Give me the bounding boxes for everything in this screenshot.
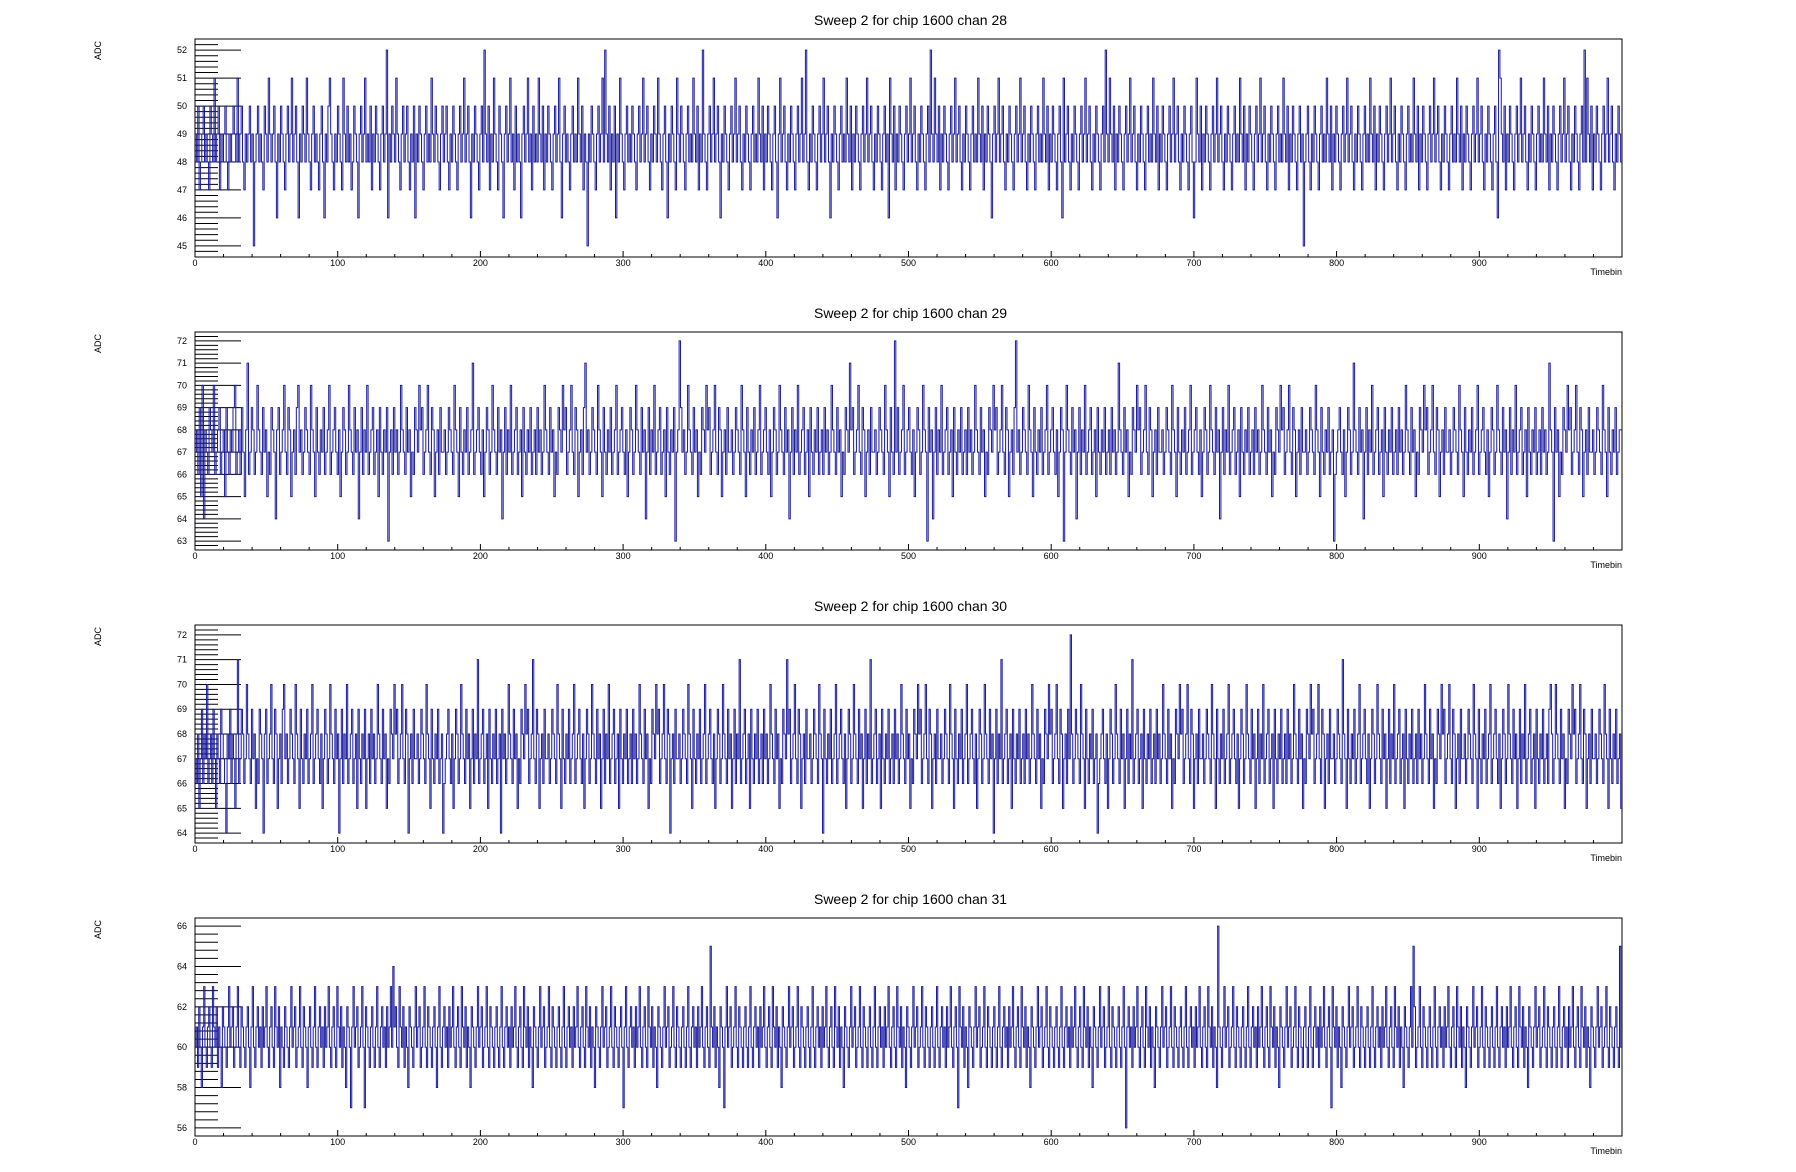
chart-title: Sweep 2 for chip 1600 chan 31 — [814, 891, 1007, 907]
chart-svg: Sweep 2 for chip 1600 chan 28 ADC Timebin 4… — [93, 12, 1623, 277]
y-tick-label: 72 — [177, 336, 187, 346]
x-tick-label: 700 — [1186, 551, 1201, 561]
y-tick-label: 49 — [177, 129, 187, 139]
x-tick-label: 200 — [473, 258, 488, 268]
x-tick-label: 400 — [758, 1137, 773, 1147]
x-tick-label: 300 — [616, 844, 631, 854]
x-tick-label: 100 — [330, 844, 345, 854]
y-tick-label: 52 — [177, 45, 187, 55]
x-tick-label: 200 — [473, 1137, 488, 1147]
x-tick-label: 400 — [758, 844, 773, 854]
y-tick-label: 70 — [177, 380, 187, 390]
y-tick-label: 71 — [177, 358, 187, 368]
y-tick-label: 58 — [177, 1083, 187, 1093]
y-tick-label: 46 — [177, 213, 187, 223]
x-tick-label: 700 — [1186, 1137, 1201, 1147]
y-tick-label: 64 — [177, 514, 187, 524]
series-line — [195, 634, 1622, 834]
x-tick-label: 900 — [1472, 1137, 1487, 1147]
x-tick-label: 800 — [1329, 258, 1344, 268]
series-line — [195, 925, 1622, 1129]
y-tick-label: 68 — [177, 729, 187, 739]
x-tick-label: 200 — [473, 844, 488, 854]
x-axis-label: Timebin — [1590, 560, 1622, 570]
y-axis-label: ADC — [93, 334, 103, 354]
y-tick-label: 70 — [177, 679, 187, 689]
y-axis-label: ADC — [93, 627, 103, 647]
x-tick-label: 100 — [330, 258, 345, 268]
x-tick-label: 500 — [901, 258, 916, 268]
y-tick-label: 50 — [177, 101, 187, 111]
chart-panel: Sweep 2 for chip 1600 chan 28 ADC Timebin 4… — [0, 0, 1796, 293]
y-tick-label: 67 — [177, 447, 187, 457]
chart-title: Sweep 2 for chip 1600 chan 29 — [814, 305, 1007, 321]
x-tick-label: 400 — [758, 258, 773, 268]
chart-panel: Sweep 2 for chip 1600 chan 29 ADC Timebin 6… — [0, 293, 1796, 586]
y-tick-label: 60 — [177, 1042, 187, 1052]
x-tick-label: 700 — [1186, 258, 1201, 268]
x-tick-label: 0 — [192, 1137, 197, 1147]
y-tick-label: 64 — [177, 961, 187, 971]
x-tick-label: 800 — [1329, 551, 1344, 561]
y-tick-label: 69 — [177, 704, 187, 714]
x-tick-label: 500 — [901, 844, 916, 854]
x-tick-label: 0 — [192, 258, 197, 268]
x-tick-label: 600 — [1044, 551, 1059, 561]
y-tick-label: 63 — [177, 536, 187, 546]
series-line — [195, 49, 1622, 247]
x-tick-label: 500 — [901, 1137, 916, 1147]
chart-title: Sweep 2 for chip 1600 chan 30 — [814, 598, 1007, 614]
x-tick-label: 200 — [473, 551, 488, 561]
x-tick-label: 700 — [1186, 844, 1201, 854]
y-tick-label: 71 — [177, 655, 187, 665]
x-tick-label: 900 — [1472, 551, 1487, 561]
x-tick-label: 800 — [1329, 844, 1344, 854]
x-tick-label: 100 — [330, 1137, 345, 1147]
x-tick-label: 800 — [1329, 1137, 1344, 1147]
x-tick-label: 0 — [192, 844, 197, 854]
y-tick-label: 66 — [177, 469, 187, 479]
y-tick-label: 62 — [177, 1002, 187, 1012]
x-tick-label: 300 — [616, 1137, 631, 1147]
y-tick-label: 66 — [177, 921, 187, 931]
chart-title: Sweep 2 for chip 1600 chan 28 — [814, 12, 1007, 28]
y-tick-label: 66 — [177, 779, 187, 789]
x-tick-label: 900 — [1472, 258, 1487, 268]
x-tick-label: 600 — [1044, 844, 1059, 854]
x-axis-label: Timebin — [1590, 853, 1622, 863]
x-axis-label: Timebin — [1590, 267, 1622, 277]
x-tick-label: 600 — [1044, 1137, 1059, 1147]
x-tick-label: 600 — [1044, 258, 1059, 268]
chart-svg: Sweep 2 for chip 1600 chan 29 ADC Timebin 6… — [93, 305, 1623, 570]
x-tick-label: 0 — [192, 551, 197, 561]
x-tick-label: 300 — [616, 551, 631, 561]
y-tick-label: 64 — [177, 828, 187, 838]
y-tick-label: 72 — [177, 630, 187, 640]
y-tick-label: 67 — [177, 754, 187, 764]
chart-svg: Sweep 2 for chip 1600 chan 30 ADC Timebin 6… — [93, 598, 1623, 863]
y-tick-label: 47 — [177, 185, 187, 195]
x-tick-label: 500 — [901, 551, 916, 561]
y-tick-label: 48 — [177, 157, 187, 167]
y-tick-label: 56 — [177, 1123, 187, 1133]
chart-svg: Sweep 2 for chip 1600 chan 31 ADC Timebin 5… — [93, 891, 1623, 1156]
x-tick-label: 100 — [330, 551, 345, 561]
y-axis-label: ADC — [93, 41, 103, 61]
y-tick-label: 51 — [177, 73, 187, 83]
y-tick-label: 68 — [177, 425, 187, 435]
x-tick-label: 400 — [758, 551, 773, 561]
y-tick-label: 65 — [177, 803, 187, 813]
y-axis-label: ADC — [93, 920, 103, 940]
chart-panel: Sweep 2 for chip 1600 chan 31 ADC Timebin 5… — [0, 879, 1796, 1172]
y-tick-label: 65 — [177, 492, 187, 502]
y-tick-label: 69 — [177, 403, 187, 413]
y-tick-label: 45 — [177, 241, 187, 251]
series-line — [195, 340, 1622, 542]
x-axis-label: Timebin — [1590, 1146, 1622, 1156]
x-tick-label: 300 — [616, 258, 631, 268]
chart-panel: Sweep 2 for chip 1600 chan 30 ADC Timebin 6… — [0, 586, 1796, 879]
x-tick-label: 900 — [1472, 844, 1487, 854]
